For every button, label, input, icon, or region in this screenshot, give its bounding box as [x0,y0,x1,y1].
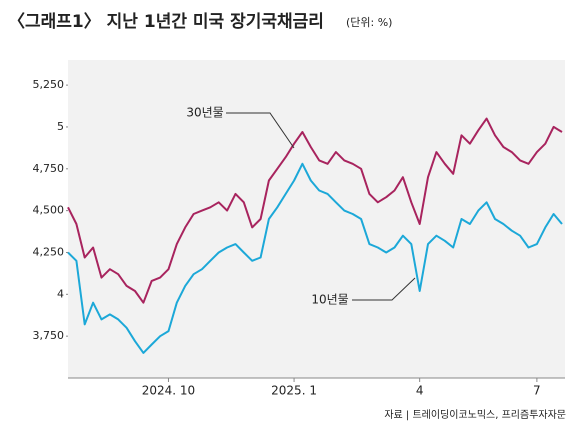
source: 자료 | 트레이딩이코노믹스, 프리즘투자자문 [384,409,566,421]
chart-title: 〈그래프1〉 지난 1년간 미국 장기국채금리 [8,11,324,32]
leader-line [352,277,416,301]
series-label: 30년물 [186,106,223,120]
y-tick-label: 4,750 [33,162,65,175]
series-line [67,162,563,354]
chart-subtitle: (단위: %) [346,16,392,29]
y-tick-label: 3,750 [33,329,65,342]
x-tick-label: 7 [533,384,541,398]
series-label: 10년물 [311,293,348,307]
y-tick-label: 4 [57,287,64,300]
y-tick-label: 4,250 [33,245,65,258]
series-line [67,117,563,304]
leader-line [226,112,295,149]
y-tick-label: 5 [57,120,64,133]
x-tick-label: 2024. 10 [142,384,195,398]
x-tick-label: 4 [416,384,424,398]
y-tick-label: 5,250 [33,78,65,91]
plot-area [68,60,565,378]
x-tick-label: 2025. 1 [271,384,317,398]
y-tick-label: 4,500 [33,204,65,217]
